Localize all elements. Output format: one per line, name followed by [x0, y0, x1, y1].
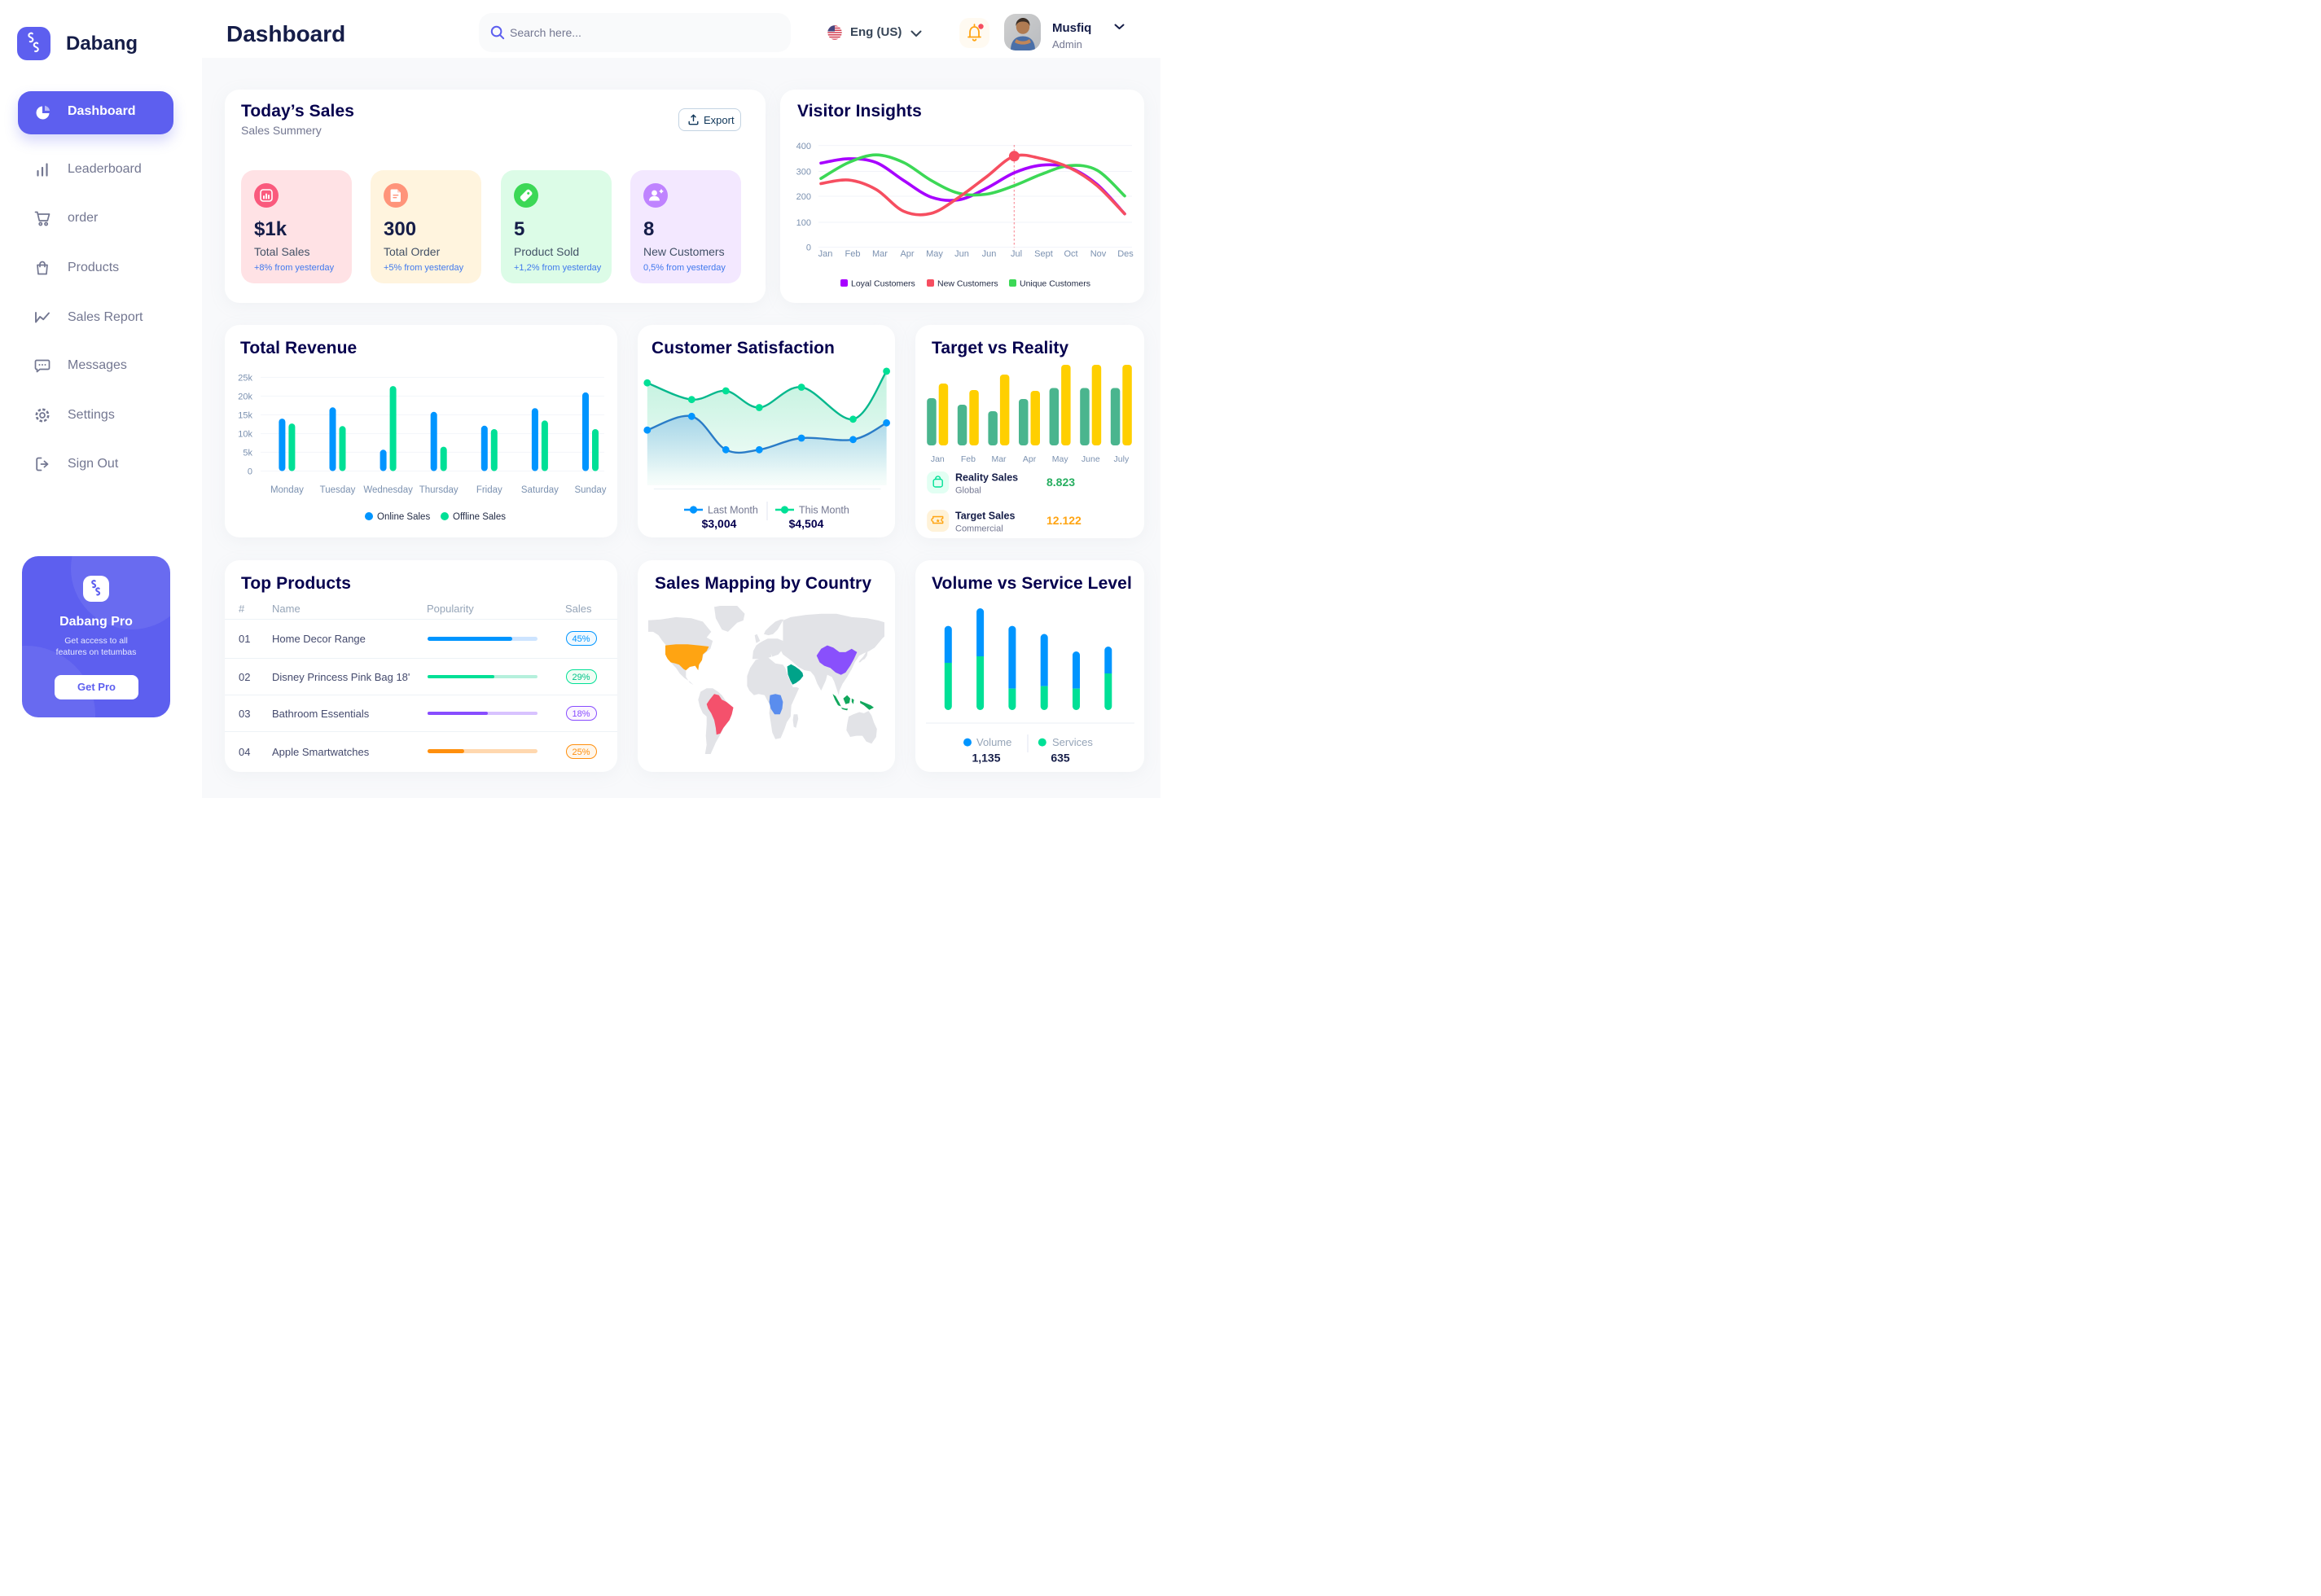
svg-text:Last Month: Last Month	[708, 505, 758, 516]
svg-text:12.122: 12.122	[1046, 514, 1082, 527]
svg-text:Feb: Feb	[845, 249, 861, 259]
svg-text:635: 635	[1051, 752, 1070, 765]
svg-text:Saturday: Saturday	[521, 485, 559, 495]
svg-text:Reality Sales: Reality Sales	[955, 472, 1018, 484]
svg-text:Des: Des	[1117, 249, 1134, 259]
svg-text:June: June	[1082, 454, 1100, 464]
svg-text:This Month: This Month	[799, 505, 849, 516]
svg-text:Sunday: Sunday	[574, 485, 606, 495]
svg-text:May: May	[1052, 454, 1069, 464]
svg-text:100: 100	[796, 218, 811, 228]
svg-text:Jan: Jan	[818, 249, 833, 259]
svg-text:Sept: Sept	[1034, 249, 1053, 259]
svg-text:Mar: Mar	[991, 454, 1007, 464]
svg-text:Tuesday: Tuesday	[320, 485, 356, 495]
svg-text:Volume: Volume	[976, 736, 1011, 748]
svg-text:Monday: Monday	[270, 485, 304, 495]
svg-text:Jan: Jan	[931, 454, 945, 464]
svg-text:0: 0	[248, 467, 252, 477]
svg-text:Friday: Friday	[476, 485, 502, 495]
svg-text:Loyal Customers: Loyal Customers	[851, 279, 915, 289]
svg-text:Offline Sales: Offline Sales	[453, 512, 506, 522]
svg-text:0: 0	[806, 243, 811, 253]
svg-text:Jul: Jul	[1011, 249, 1022, 259]
svg-text:200: 200	[796, 192, 811, 202]
svg-text:25k: 25k	[238, 373, 252, 383]
svg-text:$4,504: $4,504	[789, 517, 824, 530]
svg-text:Apr: Apr	[900, 249, 914, 259]
svg-text:300: 300	[796, 168, 811, 178]
svg-text:Commercial: Commercial	[955, 524, 1003, 534]
svg-text:15k: 15k	[238, 410, 252, 420]
svg-text:Global: Global	[955, 486, 981, 496]
svg-text:Nov: Nov	[1090, 249, 1107, 259]
svg-text:May: May	[926, 249, 943, 259]
svg-text:Apr: Apr	[1023, 454, 1037, 464]
svg-text:Unique Customers: Unique Customers	[1020, 279, 1090, 289]
svg-text:1,135: 1,135	[972, 752, 1000, 765]
svg-text:Jun: Jun	[954, 249, 969, 259]
svg-text:July: July	[1114, 454, 1130, 464]
svg-text:Online Sales: Online Sales	[377, 512, 430, 522]
svg-text:$3,004: $3,004	[702, 517, 737, 530]
svg-text:Jun: Jun	[982, 249, 997, 259]
svg-text:8.823: 8.823	[1046, 476, 1075, 489]
svg-text:Oct: Oct	[1064, 249, 1077, 259]
svg-text:New Customers: New Customers	[937, 279, 998, 289]
svg-text:Thursday: Thursday	[419, 485, 458, 495]
svg-text:Wednesday: Wednesday	[363, 485, 413, 495]
svg-text:Target Sales: Target Sales	[955, 511, 1015, 522]
svg-text:Mar: Mar	[872, 249, 888, 259]
svg-text:Feb: Feb	[961, 454, 976, 464]
svg-text:10k: 10k	[238, 429, 252, 439]
svg-text:20k: 20k	[238, 392, 252, 401]
svg-text:400: 400	[796, 142, 811, 151]
svg-text:Services: Services	[1052, 736, 1093, 748]
svg-text:5k: 5k	[243, 448, 252, 458]
